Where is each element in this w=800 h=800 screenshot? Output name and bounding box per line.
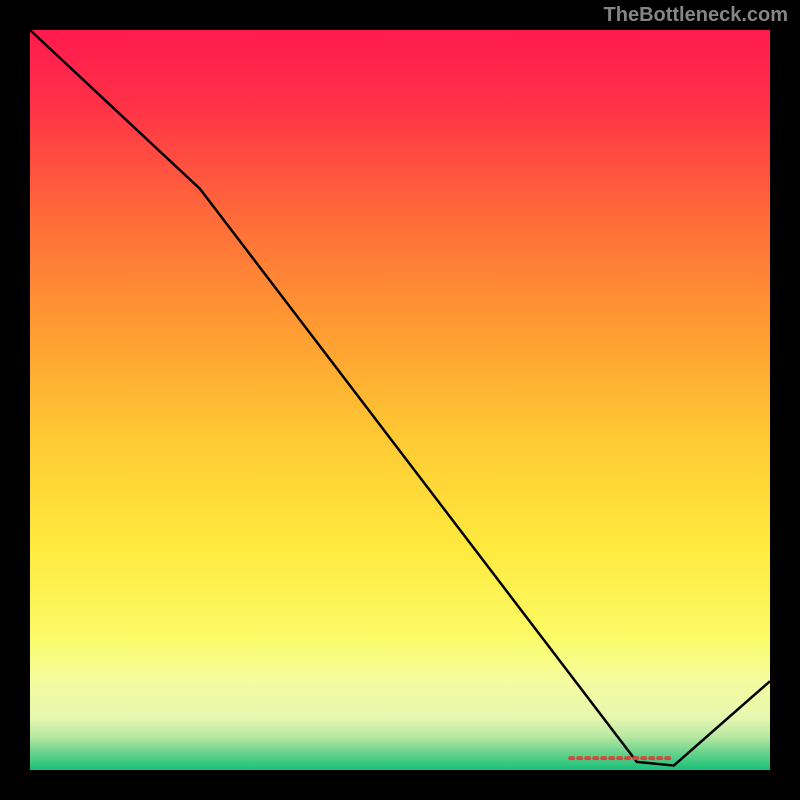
gradient-background [30, 30, 770, 770]
chart-container: TheBottleneck.com [0, 0, 800, 800]
bottleneck-chart [0, 0, 800, 800]
